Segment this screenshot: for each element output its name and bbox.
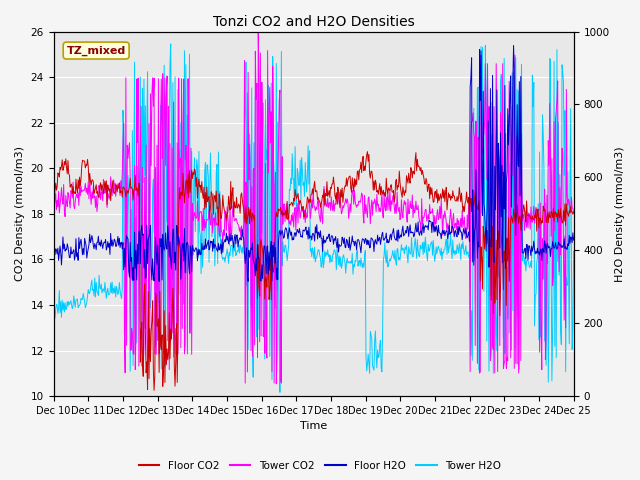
Y-axis label: H2O Density (mmol/m3): H2O Density (mmol/m3) xyxy=(615,146,625,282)
X-axis label: Time: Time xyxy=(300,421,327,432)
Y-axis label: CO2 Density (mmol/m3): CO2 Density (mmol/m3) xyxy=(15,146,25,281)
Legend: Floor CO2, Tower CO2, Floor H2O, Tower H2O: Floor CO2, Tower CO2, Floor H2O, Tower H… xyxy=(134,456,506,475)
Title: Tonzi CO2 and H2O Densities: Tonzi CO2 and H2O Densities xyxy=(212,15,415,29)
Text: TZ_mixed: TZ_mixed xyxy=(67,46,126,56)
